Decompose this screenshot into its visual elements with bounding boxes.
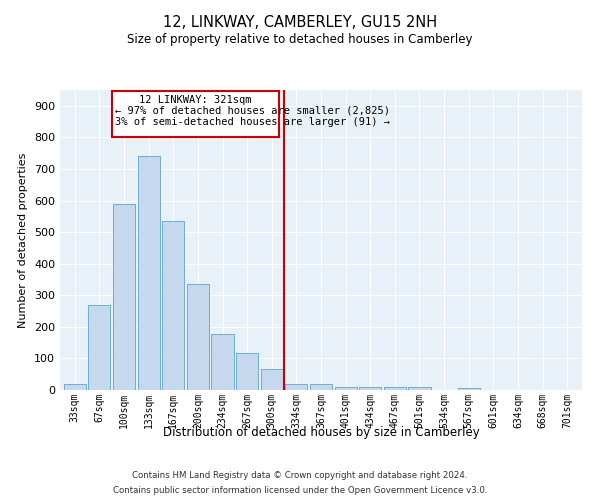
Text: Contains HM Land Registry data © Crown copyright and database right 2024.: Contains HM Land Registry data © Crown c… (132, 471, 468, 480)
Bar (409, 387, 431, 390)
Bar (211, 334, 233, 390)
Text: Size of property relative to detached houses in Camberley: Size of property relative to detached ho… (127, 32, 473, 46)
Bar (260, 369, 283, 390)
Text: 3% of semi-detached houses are larger (91) →: 3% of semi-detached houses are larger (9… (115, 117, 391, 127)
Text: ← 97% of detached houses are smaller (2,825): ← 97% of detached houses are smaller (2,… (115, 106, 391, 116)
Bar (384, 387, 406, 390)
Bar (359, 387, 382, 390)
Text: Distribution of detached houses by size in Camberley: Distribution of detached houses by size … (163, 426, 479, 439)
Bar (88, 304, 110, 390)
FancyBboxPatch shape (112, 90, 279, 138)
Bar (458, 388, 480, 390)
Bar (285, 384, 307, 390)
Bar (64, 384, 86, 390)
Bar (310, 384, 332, 390)
Bar (137, 156, 160, 390)
Bar (187, 284, 209, 390)
Bar (335, 387, 357, 390)
Y-axis label: Number of detached properties: Number of detached properties (19, 152, 28, 328)
Text: 12 LINKWAY: 321sqm: 12 LINKWAY: 321sqm (139, 94, 251, 104)
Text: Contains public sector information licensed under the Open Government Licence v3: Contains public sector information licen… (113, 486, 487, 495)
Bar (236, 353, 258, 390)
Bar (162, 221, 184, 390)
Text: 12, LINKWAY, CAMBERLEY, GU15 2NH: 12, LINKWAY, CAMBERLEY, GU15 2NH (163, 15, 437, 30)
Bar (113, 204, 135, 390)
